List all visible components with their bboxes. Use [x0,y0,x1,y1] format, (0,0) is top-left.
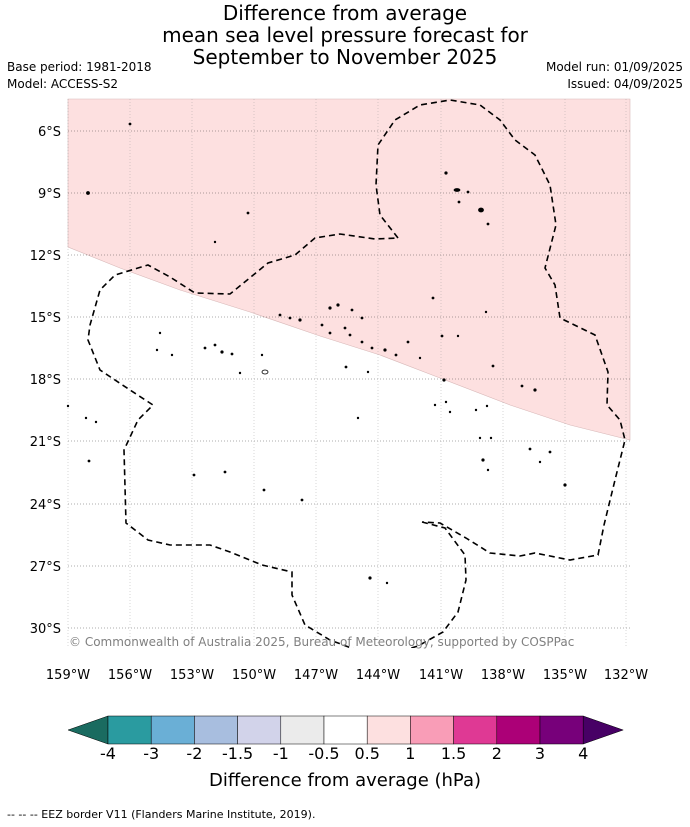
islands [66,122,567,585]
lat-tick-label: 15°S [30,311,61,326]
lon-tick-label: 150°W [232,668,276,683]
colorbar-tick-label: 1 [405,744,416,763]
lon-tick-label: 153°W [170,668,214,683]
colorbar-tick-label: 1.5 [440,744,467,763]
lon-tick-label: 156°W [108,668,152,683]
eez-legend-note: -- -- -- EEZ border V11 (Flanders Marine… [7,808,316,821]
lat-tick-label: 9°S [38,187,61,202]
lat-tick-label: 27°S [30,560,61,575]
colorbar-tick-label: -1.5 [221,744,254,763]
colorbar-segment [323,715,368,745]
colorbar-segment [410,715,454,745]
lon-tick-label: 147°W [294,668,338,683]
colorbar-label: Difference from average (hPa) [208,770,482,791]
colorbar-tick-label: 0.5 [354,744,380,763]
colorbar-tick-label: -4 [100,744,116,763]
colorbar-segment [453,715,498,745]
copyright-notice: © Commonwealth of Australia 2025, Bureau… [69,635,574,649]
colorbar [67,715,624,745]
colorbar-tick-label: -2 [186,744,203,763]
colorbar-tick-label: -1 [272,744,289,763]
colorbar-tick-label: -3 [143,744,160,763]
lon-tick-label: 138°W [481,668,525,683]
colorbar-segment [107,715,152,745]
colorbar-tick-label: 4 [578,744,589,763]
issued-date: Issued: 04/09/2025 [567,77,683,91]
lat-tick-label: 24°S [30,498,61,513]
title-line-3: September to November 2025 [192,45,498,69]
meta-left: Base period: 1981-2018 Model: ACCESS-S2 [7,59,152,93]
colorbar-segment [194,715,238,745]
colorbar-segment [280,715,325,745]
model-name: Model: ACCESS-S2 [7,77,119,91]
lon-tick-label: 135°W [543,668,587,683]
gridlines [67,99,630,648]
base-period: Base period: 1981-2018 [7,60,152,74]
lat-tick-label: 21°S [30,435,61,450]
eez-border [87,99,626,648]
title-line-2: mean sea level pressure forecast for [162,23,528,47]
colorbar-segment [539,715,584,745]
title-line-1: Difference from average [222,1,468,25]
meta-right: Model run: 01/09/2025 Issued: 04/09/2025 [546,59,683,93]
lon-tick-label: 132°W [604,668,648,683]
model-run-date: Model run: 01/09/2025 [545,60,683,74]
lat-tick-label: 30°S [30,622,61,637]
lon-tick-label: 144°W [356,668,400,683]
longitude-labels: 159°W 156°W 153°W 150°W 147°W 144°W 141°W 138°W… [46,668,648,683]
colorbar-extend-low [67,715,109,745]
lat-tick-label: 12°S [30,249,61,264]
latitude-labels: 6°S 9°S 12°S 15°S 18°S 21°S 24°S 27°S 30°S [30,125,61,637]
chart-title: Difference from average mean sea level p… [0,2,690,68]
colorbar-segment [496,715,541,745]
colorbar-tick-label: 3 [534,744,546,763]
colorbar-tick-label: -0.5 [308,744,340,763]
colorbar-extend-high [582,715,624,745]
colorbar-segment [366,715,411,745]
lat-tick-label: 18°S [30,373,61,388]
colorbar-tick-label: 2 [491,744,502,763]
lon-tick-label: 159°W [46,668,90,683]
lon-tick-label: 141°W [419,668,463,683]
anomaly-region-positive [67,98,631,441]
colorbar-segment [150,715,195,745]
lat-tick-label: 6°S [38,125,61,140]
colorbar-segment [237,715,282,745]
